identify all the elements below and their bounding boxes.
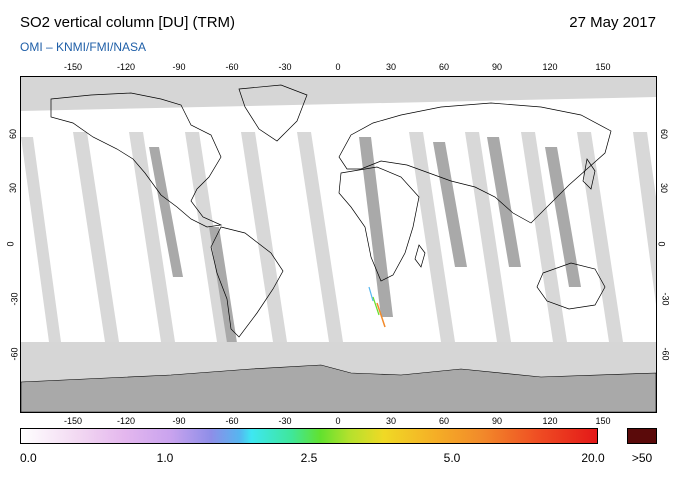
lon-tick-bottom: -90: [172, 416, 186, 426]
lat-tick-right: -30: [660, 292, 671, 306]
lon-tick-top: 120: [542, 62, 558, 72]
lon-tick-top: -150: [63, 62, 83, 72]
lon-tick-top: 150: [595, 62, 611, 72]
lon-tick-bottom: 0: [335, 416, 341, 426]
colorbar-label: 1.0: [156, 451, 174, 465]
lat-tick-right: 0: [656, 241, 667, 247]
lat-tick-left: -60: [9, 347, 20, 361]
lon-tick-bottom: -60: [225, 416, 239, 426]
lon-tick-top: -60: [225, 62, 239, 72]
lon-tick-top: 90: [491, 62, 503, 72]
lat-tick-right: -60: [660, 347, 671, 361]
lon-tick-bottom: -120: [116, 416, 136, 426]
colorbar: [20, 428, 598, 444]
map-title: SO2 vertical column [DU] (TRM): [20, 14, 236, 31]
orbit-gap-swaths: [21, 132, 656, 342]
map-date: 27 May 2017: [569, 14, 656, 31]
lon-tick-top: 0: [335, 62, 341, 72]
lon-tick-bottom: 150: [595, 416, 611, 426]
lat-tick-left: -30: [9, 292, 20, 306]
lon-tick-bottom: 90: [491, 416, 503, 426]
lon-tick-top: 30: [385, 62, 397, 72]
lon-tick-bottom: 30: [385, 416, 397, 426]
arctic-no-data: [21, 77, 656, 111]
colorbar-label: 5.0: [443, 451, 461, 465]
lat-tick-right: 60: [659, 128, 670, 140]
lon-tick-top: 60: [438, 62, 450, 72]
so2-plume: [368, 286, 386, 328]
lon-tick-bottom: 60: [438, 416, 450, 426]
colorbar-label: 2.5: [300, 451, 318, 465]
coastlines: [50, 84, 612, 338]
lon-tick-bottom: 120: [542, 416, 558, 426]
lon-tick-top: -120: [116, 62, 136, 72]
lon-tick-bottom: -30: [278, 416, 292, 426]
land-swaths: [149, 137, 581, 407]
lon-tick-bottom: -150: [63, 416, 83, 426]
lon-tick-top: -30: [278, 62, 292, 72]
colorbar-overflow-label: >50: [631, 451, 653, 465]
colorbar-overflow-swatch: [627, 428, 657, 444]
colorbar-label: 0.0: [20, 451, 37, 465]
lat-tick-left: 60: [8, 128, 19, 140]
map-subtitle: OMI – KNMI/FMI/NASA: [20, 40, 147, 54]
map-svg: [21, 77, 656, 412]
lat-tick-left: 0: [5, 241, 16, 247]
lat-tick-left: 30: [8, 182, 19, 194]
lon-tick-top: -90: [172, 62, 186, 72]
antarctica: [21, 364, 656, 412]
map-panel[interactable]: [20, 76, 657, 413]
lat-tick-right: 30: [659, 182, 670, 194]
colorbar-label: 20.0: [581, 451, 605, 465]
